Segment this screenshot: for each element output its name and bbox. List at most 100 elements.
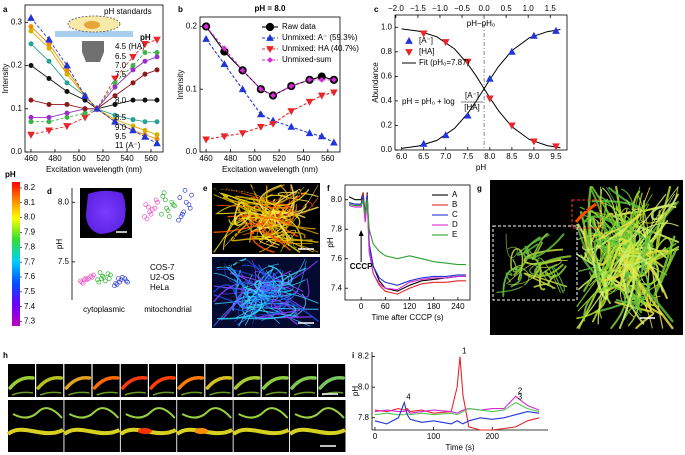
- point: [317, 132, 326, 140]
- filament: [261, 217, 293, 245]
- filament: [11, 391, 34, 396]
- point: [552, 143, 560, 151]
- panel-label: c: [374, 5, 379, 14]
- point: [142, 127, 148, 133]
- panel-label: g: [477, 184, 482, 193]
- filament: [220, 192, 257, 205]
- point: [113, 280, 119, 286]
- point: [331, 76, 337, 83]
- filament: [650, 193, 679, 221]
- legend-marker: [405, 36, 413, 44]
- chart-title: pH = 8.0: [255, 4, 286, 13]
- point: [130, 117, 136, 123]
- series-label: 4: [406, 393, 411, 402]
- point: [142, 97, 148, 103]
- point: [28, 97, 34, 103]
- filament: [293, 293, 306, 317]
- micrograph-tile: [290, 400, 346, 452]
- filament: [36, 375, 63, 390]
- point: [28, 63, 34, 69]
- point: [182, 188, 188, 193]
- point: [146, 204, 151, 210]
- roi-box: [571, 199, 601, 229]
- filament: [625, 271, 674, 323]
- point: [93, 104, 101, 112]
- filament: [258, 208, 292, 240]
- point: [82, 277, 87, 283]
- point: [143, 202, 149, 208]
- filament: [602, 239, 635, 282]
- legend-title: pH: [140, 33, 151, 42]
- filament: [506, 262, 541, 285]
- point: [330, 89, 338, 97]
- x-tick-label: 480: [224, 154, 238, 163]
- x-tick-label: 8.5: [506, 152, 518, 161]
- micrograph-tile: [120, 400, 177, 452]
- filament: [241, 302, 297, 320]
- time-label: 144.0s: [123, 364, 147, 373]
- filament: [633, 249, 670, 277]
- point: [257, 86, 264, 93]
- filament: [275, 275, 306, 286]
- filament: [213, 284, 237, 296]
- filament: [264, 231, 306, 239]
- point: [269, 120, 277, 128]
- point: [220, 60, 229, 67]
- point: [270, 92, 276, 99]
- filament: [243, 270, 294, 291]
- point: [46, 76, 52, 81]
- filament: [149, 375, 176, 390]
- x-tick-label: 200: [486, 432, 500, 441]
- filament: [238, 297, 257, 327]
- x-tick-label: 0: [359, 302, 364, 311]
- x-tick-label: 560: [144, 154, 158, 163]
- legend-label: COS-7: [150, 263, 175, 272]
- colorbar-tick-label: 8.1: [24, 198, 36, 207]
- filament: [630, 192, 643, 272]
- fit-curve: [401, 28, 561, 149]
- filament: [618, 251, 674, 330]
- filament: [593, 239, 609, 281]
- filament: [180, 391, 203, 396]
- x2-tick-label: 1.5: [545, 4, 557, 13]
- filament: [259, 215, 280, 244]
- x-tick-label: 8.0: [484, 152, 496, 161]
- time-label: 221.6 s: [124, 401, 150, 410]
- point: [287, 108, 296, 116]
- point: [463, 111, 472, 119]
- filament: [240, 280, 265, 307]
- filament: [583, 186, 637, 243]
- point: [118, 277, 124, 283]
- x-tick-label: 0: [373, 432, 378, 441]
- x-axis-label: Time (s): [445, 443, 474, 452]
- plot-frame: [394, 14, 568, 151]
- filament: [277, 191, 306, 225]
- legend-label: U2-OS: [150, 273, 174, 282]
- x-tick-label: 180: [427, 302, 441, 311]
- x-tick-label: 460: [24, 154, 38, 163]
- x-tick-label: 520: [272, 154, 286, 163]
- point: [111, 75, 119, 83]
- roi-label: E: [236, 244, 242, 253]
- x2-tick-label: −0.5: [454, 4, 470, 13]
- filament: [270, 216, 302, 253]
- point: [172, 203, 177, 209]
- point: [330, 138, 338, 146]
- point: [239, 67, 246, 74]
- point: [88, 273, 94, 279]
- y-tick-label: 0.2: [186, 22, 198, 31]
- y-tick-label: 7.8: [358, 413, 370, 422]
- filament: [524, 245, 543, 275]
- image-label: 143.2 s: [640, 185, 666, 194]
- time-label: 143.2s: [95, 364, 119, 373]
- point: [154, 50, 160, 56]
- point: [257, 123, 265, 131]
- point: [203, 23, 209, 30]
- panel-label: d: [47, 187, 52, 196]
- y-tick-label: 7.6: [331, 254, 343, 263]
- colorbar: [12, 182, 20, 326]
- filament: [232, 427, 290, 436]
- filament: [39, 391, 62, 396]
- y-tick-label: 8.2: [358, 352, 370, 361]
